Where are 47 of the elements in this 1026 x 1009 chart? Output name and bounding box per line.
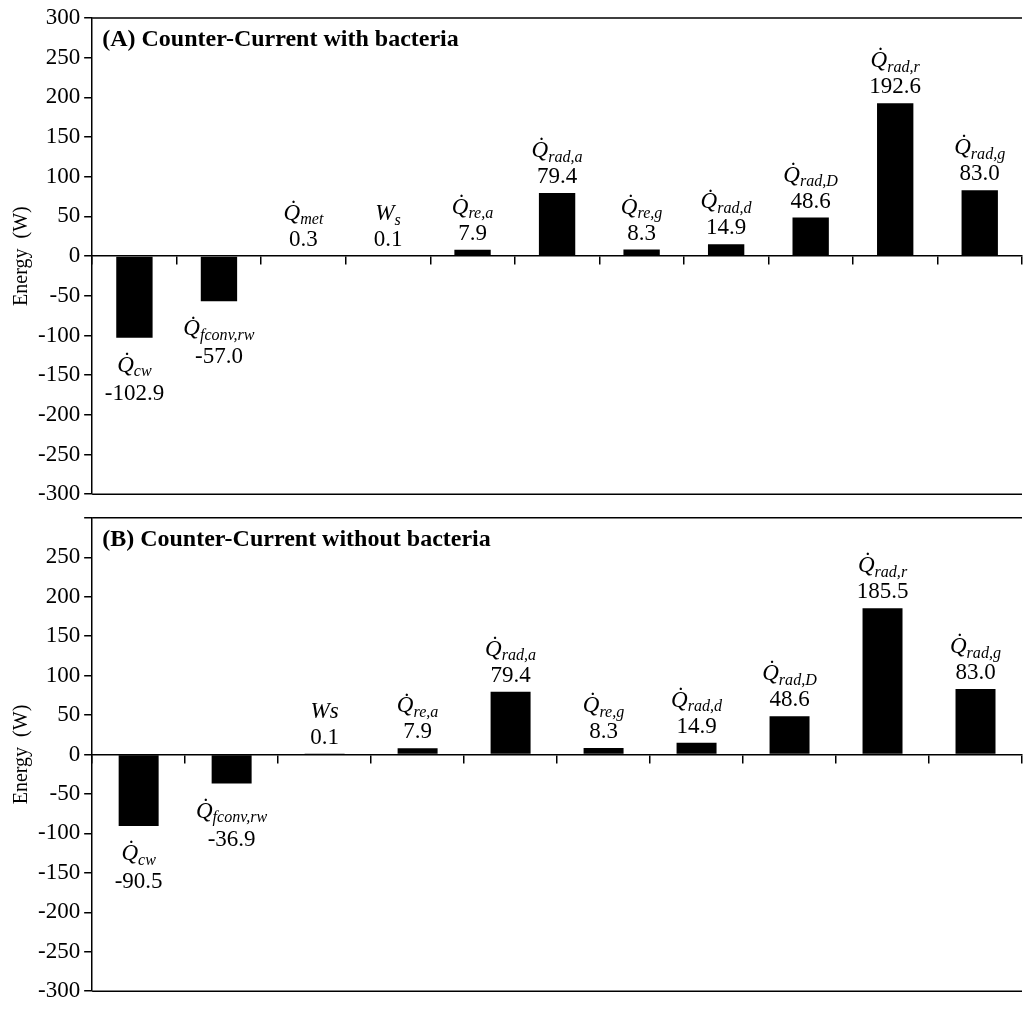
y-tick-label: 250 (45, 543, 81, 569)
y-tick-label: 50 (57, 701, 81, 727)
data-label: 14.9 (706, 214, 747, 240)
data-label: 0.3 (289, 225, 318, 251)
chart-title: (A) Counter-Current with bacteria (102, 25, 459, 52)
y-tick-label: 0 (68, 740, 81, 766)
y-tick-label: -150 (37, 361, 81, 387)
y-tick-label: 150 (45, 622, 81, 648)
data-label: -57.0 (194, 343, 243, 369)
y-axis-title: Energy (W) (9, 704, 33, 805)
y-tick-label: -100 (37, 819, 81, 845)
data-label: 185.5 (856, 578, 909, 604)
data-label: 79.4 (536, 163, 578, 189)
y-tick-label: -100 (37, 321, 81, 347)
y-tick-label: -150 (37, 858, 81, 884)
data-label: -102.9 (104, 379, 165, 405)
y-tick-label: 300 (45, 4, 81, 30)
y-tick-label: 100 (45, 162, 81, 188)
data-label: 7.9 (403, 718, 432, 744)
data-label: 79.4 (490, 661, 532, 687)
data-label: -36.9 (207, 825, 256, 851)
y-tick-label: 200 (45, 83, 81, 109)
y-tick-label: -300 (37, 977, 81, 1003)
y-tick-label: -200 (37, 400, 81, 426)
data-label: 7.9 (458, 219, 487, 245)
data-label: 48.6 (769, 686, 810, 712)
chart-title: (B) Counter-Current without bacteria (102, 525, 491, 551)
y-tick-label: 100 (45, 661, 81, 687)
y-tick-label: 0 (68, 242, 81, 268)
data-label: 192.6 (869, 73, 922, 99)
data-label: 0.1 (310, 724, 339, 750)
y-tick-label: -50 (49, 780, 81, 805)
y-tick-label: 200 (45, 582, 81, 608)
y-tick-label: 250 (45, 43, 81, 69)
data-label: 14.9 (676, 712, 717, 738)
y-tick-label: -250 (37, 937, 81, 963)
data-label: 48.6 (790, 187, 831, 213)
y-tick-label: -300 (37, 480, 81, 506)
y-tick-label: -50 (49, 281, 81, 307)
y-tick-label: -200 (37, 898, 81, 924)
data-label: -90.5 (114, 867, 163, 893)
data-label: 0.1 (373, 226, 403, 252)
category-label: Ws (310, 698, 339, 724)
y-tick-label: 50 (57, 202, 81, 228)
y-axis-title: Energy (W) (9, 206, 33, 306)
y-tick-label: -250 (37, 440, 81, 466)
y-tick-label: 150 (45, 123, 81, 149)
